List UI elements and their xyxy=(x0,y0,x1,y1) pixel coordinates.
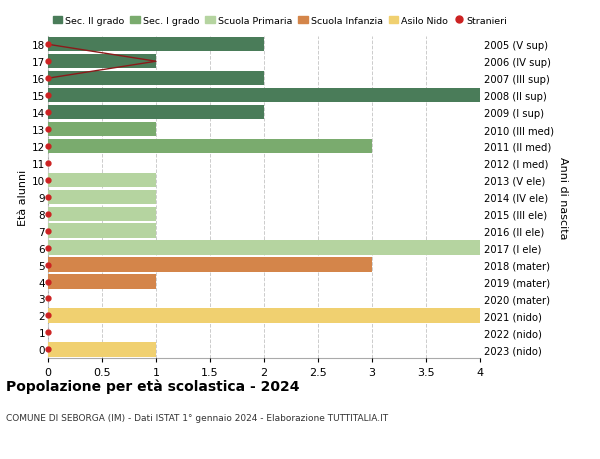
Y-axis label: Età alunni: Età alunni xyxy=(18,169,28,225)
Bar xyxy=(48,275,156,289)
Bar xyxy=(48,173,156,188)
Bar xyxy=(48,224,156,238)
Bar xyxy=(48,72,264,86)
Bar xyxy=(48,140,372,154)
Bar xyxy=(48,241,480,255)
Bar xyxy=(48,55,156,69)
Bar xyxy=(48,190,156,205)
Bar xyxy=(48,123,156,137)
Text: Popolazione per età scolastica - 2024: Popolazione per età scolastica - 2024 xyxy=(6,379,299,393)
Text: COMUNE DI SEBORGA (IM) - Dati ISTAT 1° gennaio 2024 - Elaborazione TUTTITALIA.IT: COMUNE DI SEBORGA (IM) - Dati ISTAT 1° g… xyxy=(6,413,388,422)
Bar xyxy=(48,106,264,120)
Bar xyxy=(48,308,480,323)
Legend: Sec. II grado, Sec. I grado, Scuola Primaria, Scuola Infanzia, Asilo Nido, Stran: Sec. II grado, Sec. I grado, Scuola Prim… xyxy=(53,17,508,26)
Bar xyxy=(48,38,264,52)
Bar xyxy=(48,89,480,103)
Bar xyxy=(48,342,156,357)
Bar xyxy=(48,207,156,221)
Y-axis label: Anni di nascita: Anni di nascita xyxy=(558,156,568,239)
Bar xyxy=(48,258,372,272)
